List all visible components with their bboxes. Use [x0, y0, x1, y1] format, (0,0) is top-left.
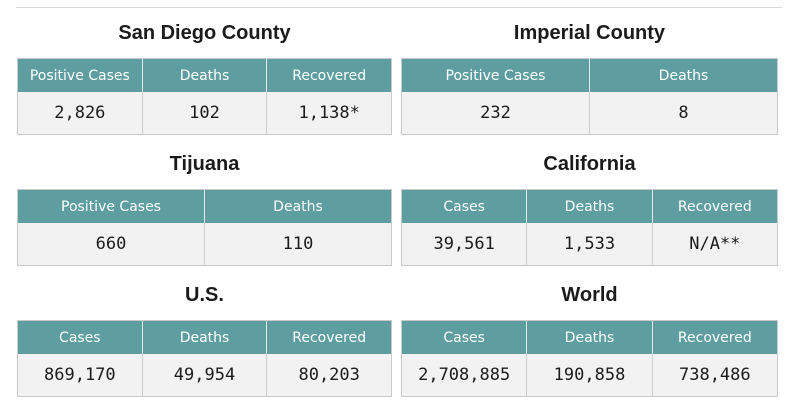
panel-world: World Cases Deaths Recovered 2,708,885 1… — [401, 270, 778, 397]
header-cases: Cases — [18, 321, 143, 354]
value-recovered: N/A** — [689, 234, 741, 254]
header-recovered: Recovered — [677, 198, 752, 215]
value-deaths: 1,533 — [527, 223, 653, 265]
stats-table: Positive Cases Deaths Recovered 2,826 10… — [17, 58, 392, 135]
stats-table: Cases Deaths Recovered 869,170 49,954 80… — [17, 320, 392, 397]
panel-title: San Diego County — [118, 21, 291, 44]
header-row: Positive Cases Deaths Recovered — [18, 59, 391, 92]
value-positive-cases: 232 — [402, 92, 590, 134]
value-cases: 2,708,885 — [402, 354, 528, 396]
header-row: Positive Cases Deaths — [18, 190, 391, 223]
value-recovered: 80,203 — [298, 365, 360, 385]
panel-san-diego-county: San Diego County Positive Cases Deaths R… — [17, 8, 392, 135]
values-row: 869,170 49,954 80,203 — [18, 354, 391, 396]
header-deaths: Deaths — [143, 321, 268, 354]
header-deaths: Deaths — [658, 67, 709, 84]
header-cases: Cases — [402, 321, 528, 354]
header-positive-cases: Positive Cases — [18, 190, 205, 223]
value-positive-cases: 660 — [18, 223, 205, 265]
value-cases: 39,561 — [402, 223, 528, 265]
header-deaths: Deaths — [527, 321, 653, 354]
panel-title: U.S. — [185, 283, 224, 306]
value-deaths: 49,954 — [143, 354, 268, 396]
stats-table: Positive Cases Deaths 660 110 — [17, 189, 392, 266]
header-recovered: Recovered — [292, 67, 367, 84]
panel-title: Imperial County — [513, 21, 666, 44]
value-deaths: 190,858 — [527, 354, 653, 396]
header-row: Cases Deaths Recovered — [402, 321, 777, 354]
panel-title: California — [543, 152, 636, 175]
panel-title: Tijuana — [169, 152, 240, 175]
stats-table: Cases Deaths Recovered 2,708,885 190,858… — [401, 320, 778, 397]
value-recovered: 1,138* — [298, 103, 360, 123]
value-recovered: 738,486 — [678, 365, 751, 385]
panel-imperial-county: Imperial County Positive Cases Deaths 23… — [401, 8, 778, 135]
stats-table: Positive Cases Deaths 232 8 — [401, 58, 778, 135]
value-deaths: 102 — [143, 92, 268, 134]
stats-table: Cases Deaths Recovered 39,561 1,533 N/A*… — [401, 189, 778, 266]
value-deaths: 8 — [678, 103, 689, 123]
values-row: 660 110 — [18, 223, 391, 265]
header-positive-cases: Positive Cases — [18, 59, 143, 92]
value-positive-cases: 2,826 — [18, 92, 143, 134]
header-deaths: Deaths — [143, 59, 268, 92]
value-cases: 869,170 — [18, 354, 143, 396]
header-recovered: Recovered — [292, 329, 367, 346]
panel-us: U.S. Cases Deaths Recovered 869,170 49,9… — [17, 270, 392, 397]
header-positive-cases: Positive Cases — [402, 59, 590, 92]
values-row: 2,708,885 190,858 738,486 — [402, 354, 777, 396]
header-row: Cases Deaths Recovered — [18, 321, 391, 354]
header-deaths: Deaths — [273, 198, 323, 215]
values-row: 2,826 102 1,138* — [18, 92, 391, 134]
header-deaths: Deaths — [527, 190, 653, 223]
header-row: Cases Deaths Recovered — [402, 190, 777, 223]
values-row: 39,561 1,533 N/A** — [402, 223, 777, 265]
header-cases: Cases — [402, 190, 528, 223]
value-deaths: 110 — [282, 234, 314, 254]
panel-title: World — [561, 283, 618, 306]
panel-california: California Cases Deaths Recovered 39,561… — [401, 139, 778, 266]
header-row: Positive Cases Deaths — [402, 59, 777, 92]
values-row: 232 8 — [402, 92, 777, 134]
panel-tijuana: Tijuana Positive Cases Deaths 660 110 — [17, 139, 392, 266]
top-divider — [16, 7, 782, 8]
header-recovered: Recovered — [677, 329, 752, 346]
